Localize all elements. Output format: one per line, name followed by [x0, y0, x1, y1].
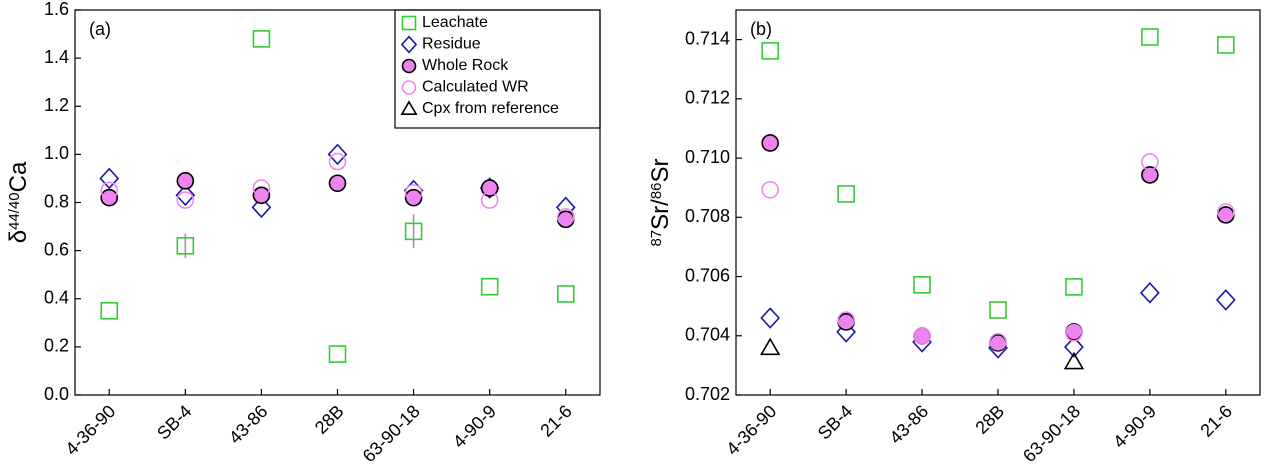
y-tick-label: 1.2	[44, 95, 69, 115]
x-tick-label: 4-90-9	[449, 401, 500, 452]
y-tick-label: 0.4	[44, 288, 69, 308]
y-axis-label-part: Sr	[647, 158, 674, 182]
y-tick-label: 1.0	[44, 143, 69, 163]
y-axis-label-part: δ	[5, 230, 32, 243]
marker-diamond	[1215, 289, 1236, 311]
y-tick-label: 0.708	[685, 206, 730, 226]
y-tick-label: 1.6	[44, 0, 69, 19]
marker-diamond	[836, 321, 857, 343]
marker-diamond	[251, 196, 272, 219]
marker-square	[328, 345, 347, 363]
marker-circle	[837, 311, 855, 329]
y-tick-label: 0.704	[685, 325, 730, 345]
marker-circle	[480, 191, 499, 209]
legend-label: Leachate	[422, 14, 488, 31]
marker-circle	[1141, 166, 1159, 184]
y-tick-label: 0.712	[685, 88, 730, 108]
marker-square	[252, 30, 271, 48]
marker-diamond	[327, 143, 348, 166]
marker-square	[1065, 278, 1083, 296]
marker-circle	[1141, 153, 1159, 171]
x-tick-label: 28B	[971, 401, 1008, 438]
marker-diamond	[175, 184, 196, 207]
x-tick-label: SB-4	[814, 401, 856, 443]
plot-frame	[74, 9, 601, 396]
marker-circle	[328, 152, 347, 171]
marker-circle	[328, 174, 347, 193]
marker-circle	[556, 208, 575, 226]
marker-diamond	[1064, 336, 1084, 358]
marker-circle	[176, 191, 195, 209]
y-axis-label-part: Sr/	[647, 199, 674, 230]
marker-diamond	[400, 35, 418, 54]
marker-square	[401, 15, 417, 31]
x-tick-label: SB-4	[153, 401, 195, 443]
y-tick-label: 0.710	[685, 147, 730, 167]
x-tick-label: 4-90-9	[1109, 401, 1160, 452]
marker-diamond	[1139, 282, 1160, 304]
legend-label: Residue	[422, 36, 481, 53]
y-tick-label: 1.4	[44, 47, 69, 67]
marker-circle	[913, 327, 931, 345]
legend-box	[394, 9, 601, 129]
x-tick-label: 21-6	[536, 401, 576, 441]
marker-circle	[761, 134, 779, 152]
y-axis-label: δ44/40Ca	[5, 161, 32, 243]
marker-square	[761, 42, 779, 60]
marker-square	[1217, 36, 1235, 54]
x-tick-label: 43-86	[886, 401, 933, 448]
panel-label: (a)	[89, 19, 111, 39]
marker-triangle	[1063, 351, 1085, 370]
panel-label: (b)	[750, 19, 772, 39]
x-tick-label: 4-36-90	[722, 401, 780, 459]
marker-circle	[176, 172, 195, 190]
marker-square	[100, 301, 119, 320]
y-axis-label-part: Ca	[5, 161, 32, 192]
y-tick-label: 0.706	[685, 265, 730, 285]
marker-square	[556, 285, 575, 303]
marker-square	[1141, 28, 1159, 46]
marker-circle	[401, 80, 417, 95]
marker-triangle	[759, 337, 781, 356]
x-tick-label: 63-90-18	[1019, 401, 1084, 466]
y-tick-label: 0.714	[685, 28, 730, 48]
y-axis-label: 87Sr/86Sr	[647, 158, 674, 246]
x-tick-label: 28B	[311, 401, 348, 438]
marker-diamond	[99, 167, 120, 190]
x-tick-label: 43-86	[225, 401, 272, 448]
marker-diamond	[760, 307, 781, 329]
y-tick-label: 0.8	[44, 191, 69, 211]
marker-circle	[761, 180, 779, 199]
marker-triangle	[400, 100, 418, 115]
y-tick-label: 0.2	[44, 336, 69, 356]
marker-circle	[1065, 324, 1083, 342]
y-axis-label-part: 86	[648, 182, 665, 199]
y-tick-label: 0.702	[685, 384, 730, 404]
marker-circle	[252, 179, 271, 197]
y-axis-label-part: 87	[648, 230, 665, 247]
marker-circle	[100, 181, 119, 200]
y-axis-label-part: 44/40	[6, 192, 23, 230]
marker-circle	[989, 332, 1007, 351]
marker-circle	[401, 58, 417, 74]
marker-square	[989, 301, 1007, 319]
marker-circle	[1217, 203, 1235, 221]
marker-square	[176, 237, 195, 255]
marker-circle	[404, 188, 423, 207]
x-tick-label: 21-6	[1196, 401, 1236, 441]
y-tick-label: 0.6	[44, 239, 69, 259]
marker-circle	[404, 184, 423, 202]
legend-label: Calculated WR	[422, 79, 529, 96]
legend-label: Whole Rock	[422, 57, 509, 74]
legend-label: Cpx from reference	[422, 100, 559, 117]
x-tick-label: 63-90-18	[359, 401, 424, 466]
marker-circle	[480, 179, 499, 197]
y-tick-label: 0.0	[44, 384, 69, 404]
marker-square	[480, 277, 499, 296]
x-tick-label: 4-36-90	[61, 401, 119, 459]
marker-square	[837, 185, 855, 203]
marker-square	[404, 222, 423, 241]
marker-square	[913, 276, 931, 294]
